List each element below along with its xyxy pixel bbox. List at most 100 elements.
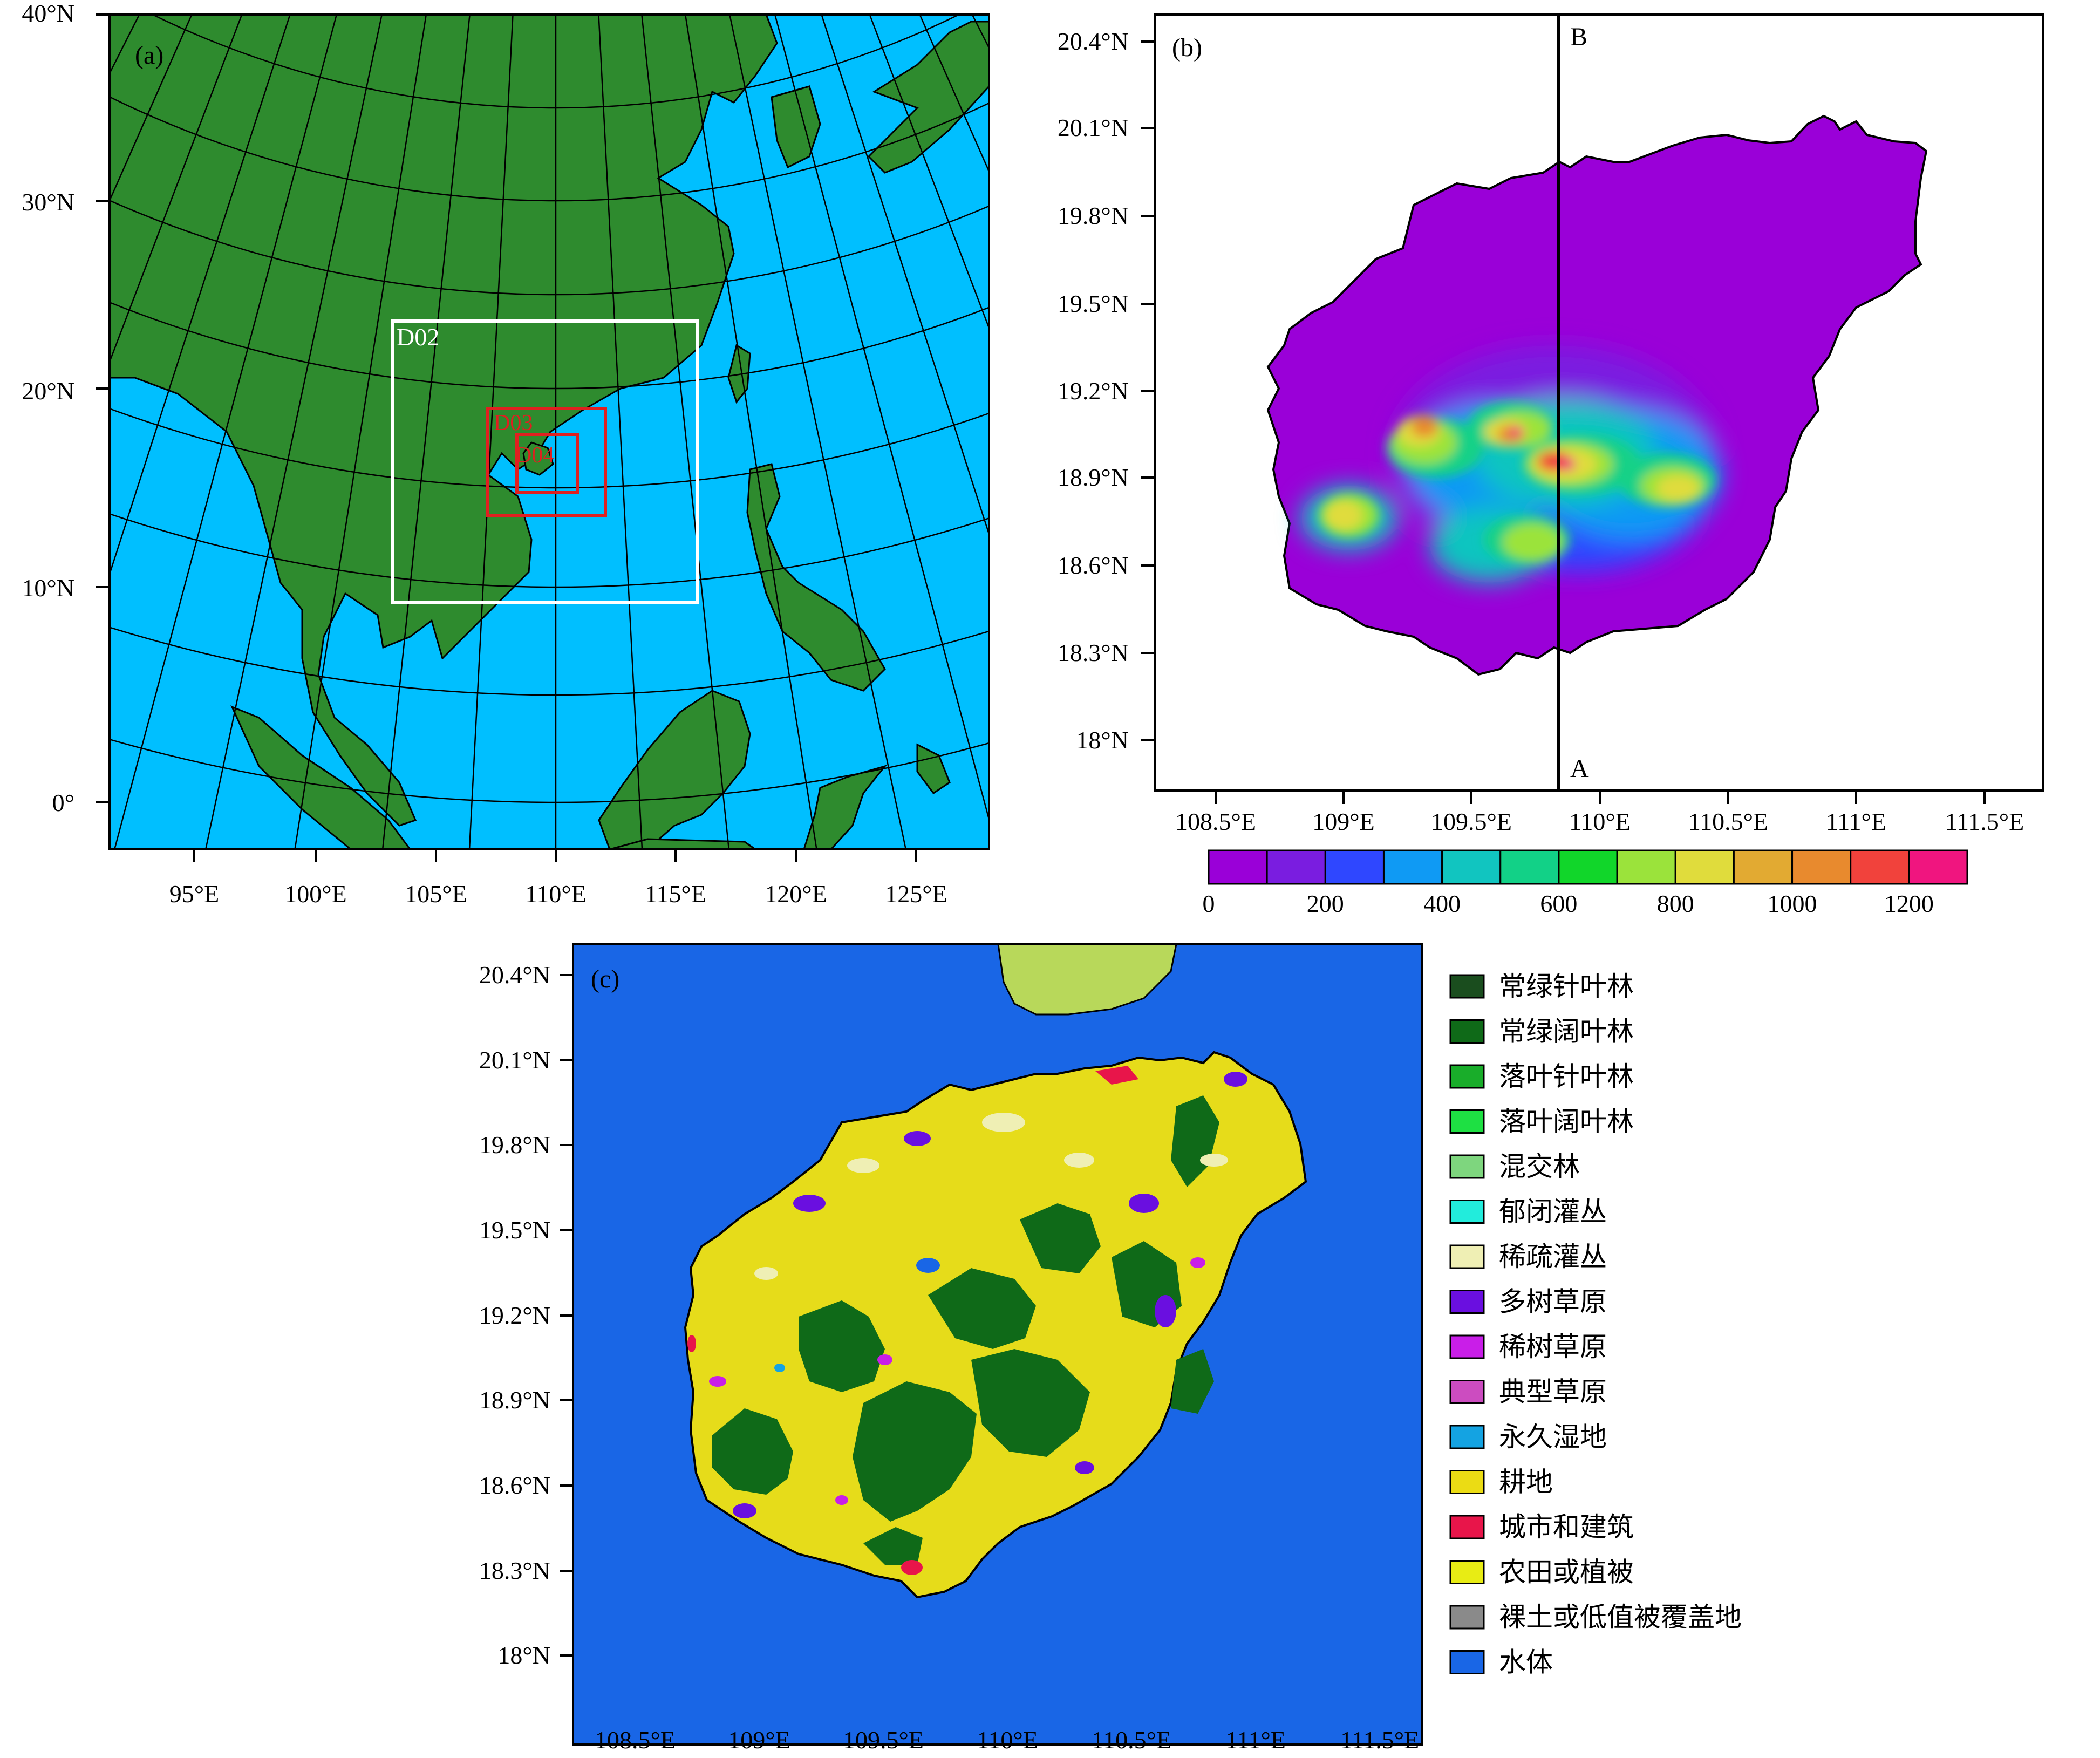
b-lon-110-5: 110.5°E <box>1688 808 1768 835</box>
panel-b-lat-labels: 20.4°N 20.1°N 19.8°N 19.5°N 19.2°N 18.9°… <box>1058 28 1129 754</box>
c-lon-110-5: 110.5°E <box>1092 1726 1171 1754</box>
panel-a-map: D02 D03 D04 (a) 40°N 30°N 20°N 10°N 0° 9… <box>22 0 990 908</box>
java-fragment <box>609 838 757 849</box>
c-lat-19-5: 19.5°N <box>479 1216 550 1244</box>
lat-label-0: 0° <box>52 789 74 816</box>
legend-label: 永久湿地 <box>1499 1421 1607 1453</box>
b-lon-111: 111°E <box>1826 808 1886 835</box>
panel-a-frame <box>108 13 990 850</box>
legend-swatch <box>1449 1425 1485 1449</box>
legend-swatch <box>1449 1019 1485 1044</box>
b-lon-108-5: 108.5°E <box>1175 808 1256 835</box>
asia-mainland <box>110 15 778 827</box>
b-lat-20-4: 20.4°N <box>1058 28 1129 55</box>
legend-swatch <box>1449 1470 1485 1494</box>
colorbar-segment <box>1674 849 1735 885</box>
panel-a-label: (a) <box>135 41 163 70</box>
legend-swatch <box>1449 1650 1485 1674</box>
panel-a-lon-labels: 95°E 100°E 105°E 110°E 115°E 120°E 125°E <box>169 880 947 908</box>
cb-label-600: 600 <box>1540 890 1577 917</box>
panel-c-frame <box>572 943 1423 1746</box>
legend-swatch <box>1449 1200 1485 1224</box>
panel-c-lon-labels: 108.5°E 109°E 109.5°E 110°E 110.5°E 111°… <box>595 1726 1419 1754</box>
legend-swatch <box>1449 1244 1485 1269</box>
c-lat-20-4: 20.4°N <box>479 961 550 989</box>
c-lat-19-2: 19.2°N <box>479 1302 550 1329</box>
legend-swatch <box>1449 1605 1485 1630</box>
legend-swatch <box>1449 1334 1485 1359</box>
legend-label: 常绿针叶林 <box>1499 971 1634 1002</box>
colorbar-segment <box>1382 849 1443 885</box>
lon-label-95e: 95°E <box>169 880 220 908</box>
meridian-line <box>598 15 643 849</box>
graticule <box>110 15 989 849</box>
domain-label-d02: D02 <box>397 323 439 351</box>
meridian-line <box>468 15 514 849</box>
lat-label-10n: 10°N <box>22 574 74 602</box>
panel-b-label: (b) <box>1172 33 1202 62</box>
legend-swatch <box>1449 1380 1485 1404</box>
panel-b-lon-ticks <box>1215 791 1986 804</box>
meridian-line <box>110 15 243 364</box>
c-lon-111: 111°E <box>1225 1726 1286 1754</box>
colorbar-segment <box>1791 849 1852 885</box>
meridian-line <box>113 15 338 849</box>
c-lon-109-5: 109.5°E <box>843 1726 924 1754</box>
lon-label-115e: 115°E <box>645 880 706 908</box>
wetland-spot <box>774 1364 785 1372</box>
b-lat-18-6: 18.6°N <box>1058 551 1129 579</box>
colorbar-segment <box>1616 849 1676 885</box>
legend-label: 城市和建筑 <box>1499 1511 1634 1543</box>
legend-swatch <box>1449 974 1485 999</box>
landuse-legend: 常绿针叶林常绿阔叶林落叶针叶林落叶阔叶林混交林郁闭灌丛稀疏灌丛多树草原稀树草原典… <box>1449 971 1742 1678</box>
colorbar-segment <box>1324 849 1385 885</box>
c-lat-19-8: 19.8°N <box>479 1131 550 1159</box>
b-lat-19-5: 19.5°N <box>1058 290 1129 317</box>
legend-label: 落叶针叶林 <box>1499 1061 1634 1092</box>
b-lon-110: 110°E <box>1569 808 1631 835</box>
meridian-line <box>919 15 989 173</box>
c-lat-18: 18°N <box>497 1641 550 1669</box>
lon-label-100e: 100°E <box>284 880 347 908</box>
panel-b-lon-labels: 108.5°E 109°E 109.5°E 110°E 110.5°E 111°… <box>1175 808 2024 835</box>
colorbar-segment <box>1266 849 1326 885</box>
b-lon-111-5: 111.5°E <box>1945 808 2024 835</box>
colorbar-segment <box>1733 849 1794 885</box>
b-lat-18: 18°N <box>1076 726 1129 754</box>
legend-label: 稀疏灌丛 <box>1499 1241 1607 1272</box>
savanna-speckles <box>709 1257 1205 1505</box>
c-lon-110: 110°E <box>977 1726 1038 1754</box>
evergreen-broadleaf-patches <box>712 1095 1219 1565</box>
legend-label: 多树草原 <box>1499 1286 1607 1318</box>
meridian-line <box>381 15 471 849</box>
colorbar-tick-labels: 0 200 400 600 800 1000 1200 <box>1203 890 1934 917</box>
parallel-line <box>523 15 589 16</box>
meridian-line <box>110 15 291 577</box>
hainan-island <box>522 441 554 476</box>
panel-a-lat-ticks <box>96 13 110 803</box>
domain-box-d02 <box>391 319 699 604</box>
cb-label-200: 200 <box>1307 890 1344 917</box>
lon-label-120e: 120°E <box>765 880 827 908</box>
cb-label-1200: 1200 <box>1884 890 1934 917</box>
woody-savanna-speckles <box>733 1072 1247 1518</box>
cb-label-1000: 1000 <box>1768 890 1817 917</box>
b-lat-20-1: 20.1°N <box>1058 114 1129 141</box>
panel-c-lat-ticks <box>560 974 573 1657</box>
open-shrubland-speckles <box>754 1113 1228 1280</box>
colorbar-segment <box>1208 849 1268 885</box>
lon-label-125e: 125°E <box>885 880 947 908</box>
c-lat-20-1: 20.1°N <box>479 1046 550 1074</box>
cb-label-0: 0 <box>1203 890 1215 917</box>
meridian-line <box>821 15 989 536</box>
legend-label: 水体 <box>1499 1647 1553 1678</box>
colorbar-segment <box>1850 849 1910 885</box>
meridian-line <box>641 15 730 849</box>
panel-b-lat-ticks <box>1141 40 1155 741</box>
legend-label: 稀树草原 <box>1499 1331 1607 1362</box>
japan-islands <box>867 21 989 174</box>
panel-a-lon-ticks <box>193 849 917 862</box>
panel-b-terrain: B A (b) 20.4°N 20.1°N 19.8°N 19.5°N 19.2… <box>1058 13 2044 917</box>
legend-swatch <box>1449 1064 1485 1089</box>
reservoir <box>916 1258 940 1273</box>
